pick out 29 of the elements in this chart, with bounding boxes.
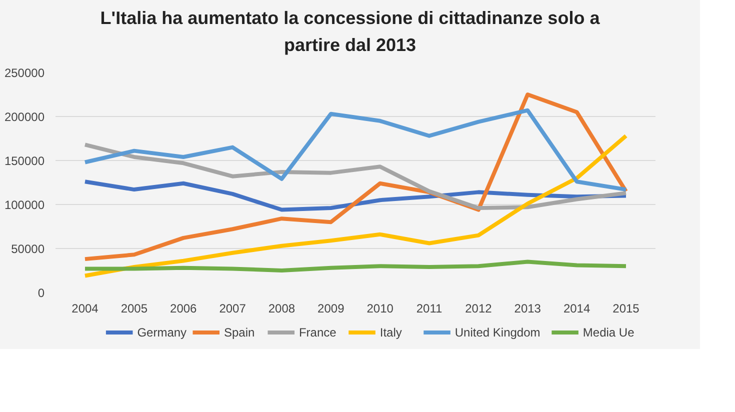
x-tick-label: 2006	[170, 302, 198, 316]
y-tick-label: 250000	[4, 66, 45, 80]
x-tick-label: 2014	[563, 302, 590, 316]
x-tick-label: 2012	[465, 302, 492, 316]
line-series	[83, 142, 628, 210]
x-tick-label: 2013	[514, 302, 542, 316]
y-tick-label: 50000	[11, 242, 45, 256]
legend-label: Spain	[224, 326, 255, 340]
x-tick-label: 2004	[72, 302, 99, 316]
x-tick-label: 2008	[268, 302, 296, 316]
line-series	[83, 260, 628, 272]
y-tick-label: 200000	[4, 110, 45, 124]
x-tick-label: 2005	[120, 302, 148, 316]
x-tick-label: 2011	[416, 302, 442, 316]
legend-label: Italy	[380, 326, 402, 340]
x-tick-label: 2010	[366, 302, 394, 316]
y-tick-label: 100000	[4, 198, 45, 212]
line-series	[83, 108, 628, 192]
legend-label: Media Ue	[582, 326, 635, 340]
legend-label: United Kingdom	[454, 326, 540, 340]
y-tick-label: 150000	[4, 154, 45, 168]
legend-label: Germany	[137, 326, 187, 340]
legend-label: France	[298, 326, 337, 340]
x-tick-label: 2015	[612, 302, 640, 316]
y-tick-label: 0	[38, 286, 45, 300]
x-tick-label: 2009	[318, 302, 345, 316]
chart-title: L'Italia ha aumentato la concessione di cittadinanze solo a partire dal 2013	[100, 7, 600, 57]
x-tick-label: 2007	[219, 302, 246, 316]
line-series	[83, 134, 628, 278]
